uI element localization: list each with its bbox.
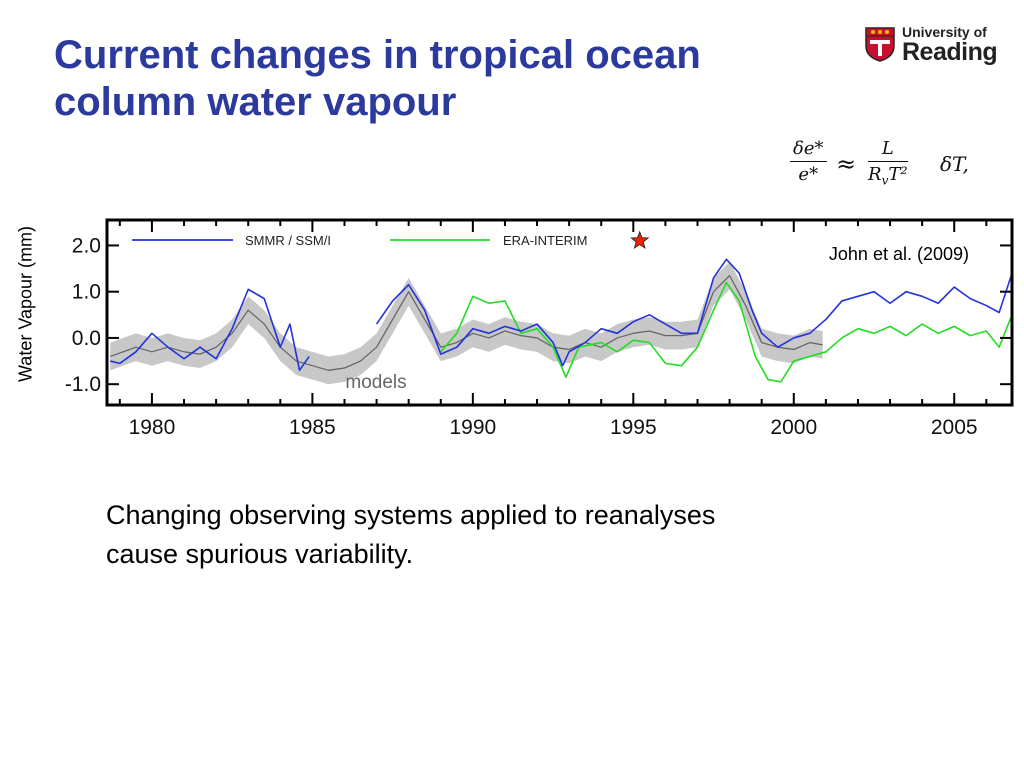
- chart-labels: John et al. (2009) models: [345, 244, 969, 393]
- body-text: Changing observing systems applied to re…: [106, 496, 926, 574]
- slide-title: Current changes in tropical ocean column…: [54, 32, 834, 126]
- star-icon: [630, 230, 650, 250]
- x-tick-label: 1985: [289, 416, 336, 439]
- university-logo: University of Reading: [864, 24, 1004, 70]
- legend-label-era-interim: ERA-INTERIM: [503, 233, 588, 248]
- x-tick-label: 1995: [610, 416, 657, 439]
- chart-axes: 2.0 1.0 0.0 -1.0 1980 1985 1990 1995 2000 2005: [65, 218, 1014, 439]
- crest-icon: [865, 27, 895, 62]
- logo-line-1: University of: [902, 24, 987, 40]
- equation-lhs-denominator: e*: [798, 164, 819, 185]
- x-tick-label: 2000: [770, 416, 817, 439]
- models-annotation: models: [345, 372, 406, 393]
- series-line-models-0: [109, 274, 823, 371]
- equation-approx: ≈: [836, 150, 857, 178]
- x-tick-label: 2005: [931, 416, 978, 439]
- equation-rhs-denominator: RvT²: [868, 164, 908, 188]
- citation-label: John et al. (2009): [829, 244, 969, 264]
- equation-rhs-fraction: L RvT²: [868, 138, 908, 188]
- x-tick-label: 1990: [449, 416, 496, 439]
- models-band-area: [110, 261, 823, 385]
- clausius-clapeyron-equation: δe* e* ≈ L RvT² δT,: [790, 136, 990, 200]
- logo-line-2: Reading: [902, 38, 998, 66]
- body-line-2: cause spurious variability.: [106, 539, 414, 569]
- y-tick-label: 1.0: [72, 281, 101, 304]
- title-line-2: column water vapour: [54, 80, 457, 124]
- y-tick-label: -1.0: [65, 373, 101, 396]
- body-line-1: Changing observing systems applied to re…: [106, 500, 716, 530]
- legend-label-smmr-ssmi: SMMR / SSM/I: [245, 233, 331, 248]
- equation-lhs-numerator: δe*: [793, 138, 824, 159]
- y-tick-label: 0.0: [72, 327, 101, 350]
- equation-rhs-factor: δT,: [940, 152, 969, 176]
- x-tick-label: 1980: [129, 416, 176, 439]
- equation-rhs-numerator: L: [881, 138, 894, 159]
- series-line-smmr-ssmi-1: [375, 258, 1012, 367]
- plot-frame: [105, 218, 1014, 407]
- chart-legend: SMMR / SSM/I ERA-INTERIM: [132, 230, 650, 250]
- y-tick-label: 2.0: [72, 234, 101, 257]
- series-line-era-interim-0: [440, 281, 1012, 383]
- series-lines: [109, 258, 1012, 383]
- series-line-smmr-ssmi-0: [110, 288, 310, 372]
- water-vapour-chart: 2.0 1.0 0.0 -1.0 1980 1985 1990 1995 2000 2005 SM…: [65, 218, 1014, 439]
- title-line-1: Current changes in tropical ocean: [54, 33, 701, 77]
- models-uncertainty-band: [110, 261, 823, 385]
- equation-lhs-fraction: δe* e*: [790, 138, 827, 185]
